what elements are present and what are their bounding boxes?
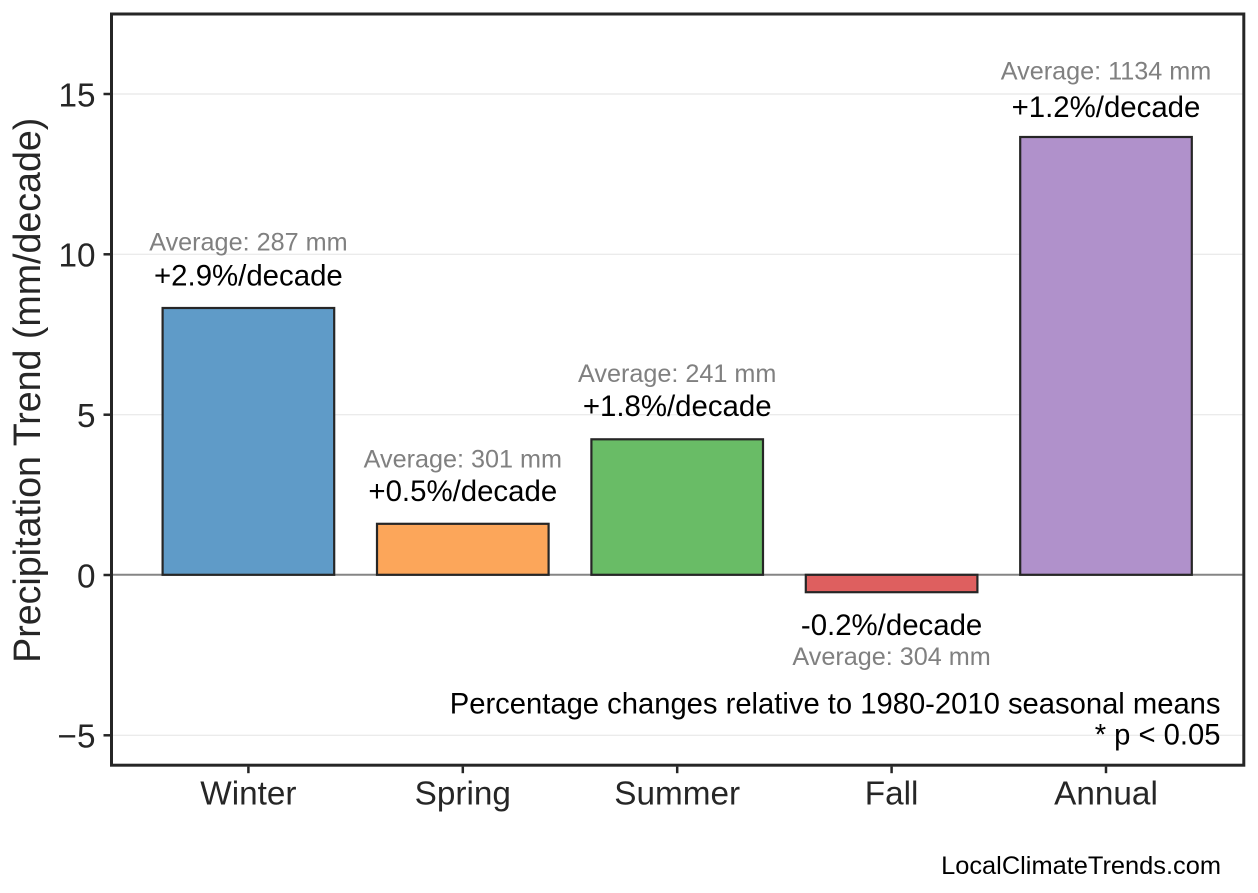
svg-text:Precipitation Trend (mm/decade: Precipitation Trend (mm/decade)	[6, 118, 48, 663]
svg-text:+0.5%/decade: +0.5%/decade	[368, 475, 557, 508]
svg-text:LocalClimateTrends.com: LocalClimateTrends.com	[941, 852, 1221, 880]
svg-text:0: 0	[77, 558, 96, 595]
svg-text:Spring: Spring	[415, 775, 511, 812]
svg-text:Average: 287 mm: Average: 287 mm	[149, 228, 347, 256]
svg-text:-0.2%/decade: -0.2%/decade	[801, 609, 982, 642]
svg-text:+2.9%/decade: +2.9%/decade	[154, 259, 343, 292]
svg-text:−5: −5	[58, 719, 96, 756]
svg-text:Percentage changes relative to: Percentage changes relative to 1980-2010…	[450, 689, 1221, 721]
svg-text:+1.8%/decade: +1.8%/decade	[583, 390, 772, 423]
svg-text:5: 5	[77, 398, 96, 435]
svg-text:Average: 241 mm: Average: 241 mm	[578, 360, 776, 388]
svg-text:15: 15	[58, 77, 95, 114]
svg-text:* p < 0.05: * p < 0.05	[1095, 720, 1221, 752]
svg-text:Fall: Fall	[865, 775, 919, 812]
svg-text:Summer: Summer	[614, 775, 740, 812]
svg-text:+1.2%/decade: +1.2%/decade	[1012, 91, 1201, 124]
svg-text:10: 10	[58, 238, 95, 275]
svg-text:Average: 304 mm: Average: 304 mm	[792, 643, 990, 671]
svg-text:Average: 301 mm: Average: 301 mm	[364, 445, 562, 473]
svg-text:Average: 1134 mm: Average: 1134 mm	[1001, 58, 1211, 86]
svg-text:Annual: Annual	[1054, 775, 1158, 812]
svg-text:Winter: Winter	[200, 775, 296, 812]
